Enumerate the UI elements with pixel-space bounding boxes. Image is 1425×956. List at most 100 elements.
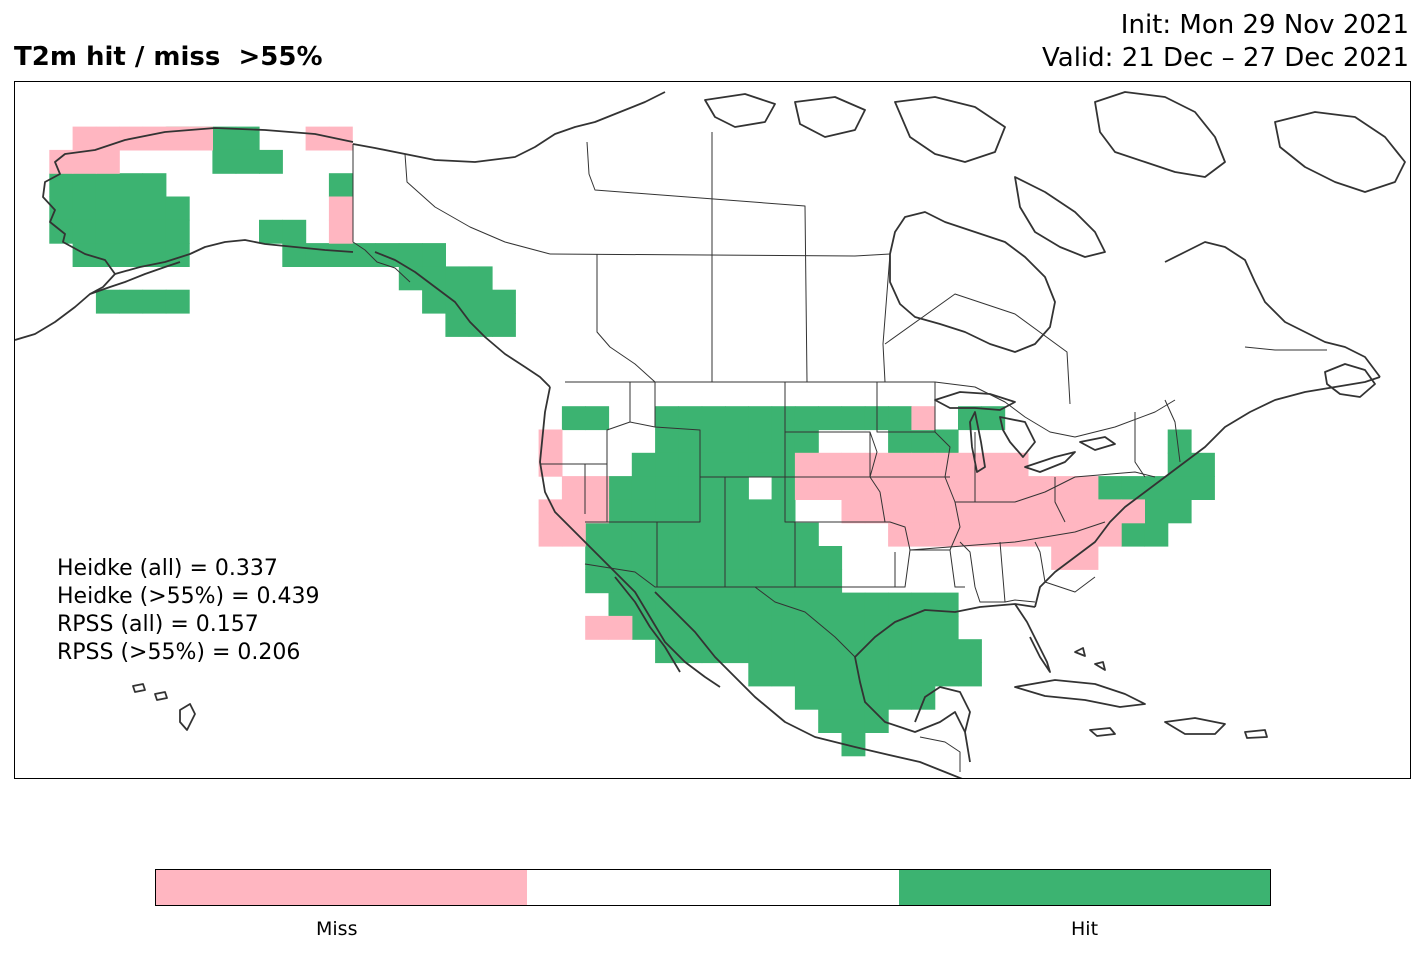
- hit-cell: [934, 662, 959, 687]
- state-border: [1054, 477, 1066, 523]
- miss-cell: [1051, 522, 1076, 547]
- heidke-all: Heidke (all) = 0.337: [57, 556, 278, 581]
- hit-cell: [585, 546, 610, 570]
- hit-cell: [95, 219, 120, 244]
- province-border: [882, 253, 891, 383]
- hit-cell: [678, 476, 703, 500]
- hit-cell: [911, 429, 936, 454]
- province-border: [1244, 346, 1327, 351]
- hit-cell: [701, 406, 726, 431]
- hit-cell: [725, 615, 749, 640]
- hit-cell: [701, 592, 726, 617]
- hit-cell: [678, 592, 703, 617]
- hawaii-island: [179, 703, 196, 731]
- hit-cell: [608, 499, 633, 524]
- hit-cell: [678, 522, 703, 547]
- hit-cell: [888, 639, 912, 664]
- lake-huron: [999, 416, 1036, 458]
- hit-cell: [72, 196, 97, 221]
- miss-cell: [888, 522, 912, 547]
- hudson-bay: [889, 211, 1056, 353]
- hit-cell: [748, 662, 773, 687]
- miss-cell: [72, 126, 97, 151]
- hit-cell: [841, 592, 866, 617]
- alaska-canada-border: [352, 144, 411, 283]
- miss-cell: [1051, 476, 1076, 500]
- hit-cell: [142, 196, 167, 221]
- hit-cell: [468, 289, 493, 314]
- hit-cell: [655, 522, 679, 547]
- hit-cell: [748, 406, 773, 431]
- miss-cell: [794, 476, 819, 500]
- hit-cell: [608, 522, 633, 547]
- miss-cell: [585, 499, 610, 524]
- province-border: [404, 153, 551, 255]
- hit-cell: [818, 592, 843, 617]
- hit-cell: [864, 662, 889, 687]
- hit-cell: [95, 289, 120, 314]
- state-border: [870, 476, 961, 551]
- lake-ontario: [1079, 436, 1116, 451]
- hit-cell: [1121, 476, 1145, 500]
- hit-cell: [631, 615, 656, 640]
- province-border: [596, 254, 656, 383]
- hit-cell: [701, 499, 726, 524]
- hit-cell: [934, 615, 959, 640]
- hit-cell: [911, 615, 936, 640]
- miss-cell: [934, 522, 959, 547]
- hit-cell: [631, 522, 656, 547]
- state-border: [785, 431, 878, 478]
- hit-cell: [725, 476, 749, 500]
- hit-cell: [794, 685, 819, 710]
- state-border: [949, 549, 965, 588]
- hit-cell: [119, 173, 144, 198]
- lake-superior: [934, 391, 1016, 411]
- hit-cell: [981, 406, 1006, 431]
- hit-cell: [818, 546, 843, 570]
- miss-cell: [911, 406, 936, 431]
- hit-cell: [771, 476, 796, 500]
- miss-cell: [841, 476, 866, 500]
- hit-cell: [142, 219, 167, 244]
- hit-cell: [794, 615, 819, 640]
- state-border: [629, 421, 785, 478]
- hit-cell: [911, 592, 936, 617]
- miss-cell: [538, 429, 563, 454]
- miss-cell: [165, 126, 190, 151]
- alaska-coast: [114, 239, 354, 275]
- hit-cell: [142, 243, 167, 267]
- hit-cell: [771, 615, 796, 640]
- gulf-coast: [854, 656, 971, 763]
- arctic-island: [794, 96, 866, 138]
- miss-cell: [328, 219, 353, 244]
- hit-cell: [1144, 522, 1169, 547]
- hit-cell: [1191, 452, 1215, 477]
- hit-cell: [1167, 429, 1192, 454]
- hit-cell: [818, 406, 843, 431]
- hit-cell: [701, 476, 726, 500]
- hit-cell: [818, 639, 843, 664]
- coastlines: [15, 91, 1406, 778]
- miss-cell: [911, 476, 936, 500]
- colorbar: [155, 869, 1271, 906]
- skill-scores: Heidke (all) = 0.337 Heidke (>55%) = 0.4…: [57, 555, 320, 667]
- hit-cell: [282, 219, 307, 244]
- miss-cell: [1027, 522, 1052, 547]
- hit-cell: [725, 522, 749, 547]
- hit-cell: [771, 662, 796, 687]
- hit-cell: [468, 313, 493, 337]
- hit-cell: [771, 406, 796, 431]
- hit-cell: [678, 569, 703, 594]
- miss-cell: [305, 126, 330, 151]
- hit-cell: [165, 219, 190, 244]
- yucatan: [914, 686, 971, 733]
- miss-cell: [561, 522, 586, 547]
- miss-cell: [888, 476, 912, 500]
- hit-cell: [165, 289, 190, 314]
- miss-cell: [1004, 452, 1029, 477]
- miss-cell: [561, 476, 586, 500]
- hit-cell: [95, 173, 120, 198]
- state-border: [974, 586, 1005, 603]
- miss-cell: [958, 522, 982, 547]
- hit-cell: [725, 429, 749, 454]
